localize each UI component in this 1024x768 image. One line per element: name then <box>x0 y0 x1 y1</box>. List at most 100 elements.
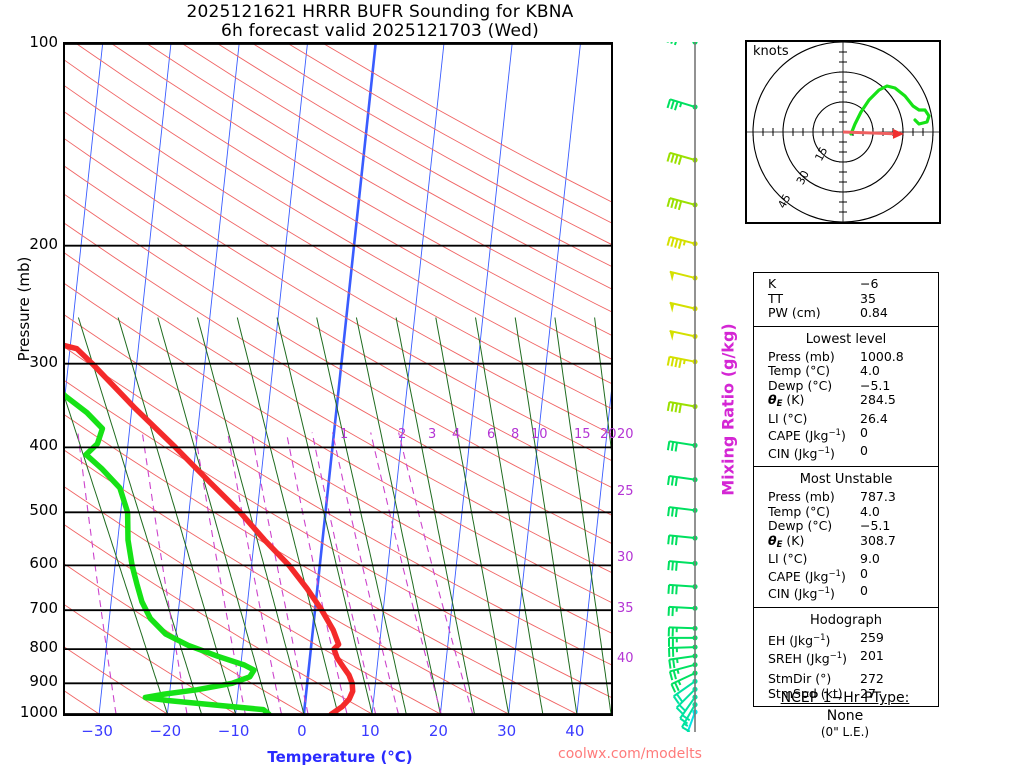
wind-barb <box>667 583 698 595</box>
stats-row: StmSpd (kt) 27 <box>754 685 938 702</box>
stats-row: Press (mb) 1000.8 <box>754 348 938 365</box>
stat-value: 1000.8 <box>860 348 904 364</box>
temperature-tick-label: −20 <box>149 722 182 740</box>
stats-row: SREH (Jkg−1) 201 <box>754 647 938 667</box>
temperature-tick-label: 40 <box>565 722 585 740</box>
pressure-tick-label: 500 <box>29 501 58 520</box>
wind-barb <box>672 678 698 705</box>
wind-barb <box>667 560 698 571</box>
wind-barb <box>668 653 698 669</box>
stat-value: 4.0 <box>860 503 880 519</box>
stats-row: θE (K) 308.7 <box>754 532 938 553</box>
stat-key: Dewp (°C) <box>768 377 833 393</box>
temperature-curve <box>65 342 356 714</box>
temperature-tick-label: 10 <box>360 722 380 740</box>
stat-value: 0.84 <box>860 305 888 320</box>
stats-row: K −6 <box>754 276 938 292</box>
height-tick-label: 40 <box>617 651 634 666</box>
stats-indices-section: K −6 TT 35 PW (cm) 0.84 <box>754 273 938 326</box>
pressure-tick-label: 700 <box>29 599 58 618</box>
stat-key: K <box>768 276 777 291</box>
wind-barb <box>667 625 698 637</box>
stats-row: Dewp (°C) −5.1 <box>754 377 938 394</box>
pressure-tick-label: 100 <box>29 33 58 51</box>
stat-value: 201 <box>860 647 884 663</box>
temperature-tick-label: 30 <box>497 722 517 740</box>
lowest-level-rows: Press (mb) 1000.8 Temp (°C) 4.0 Dewp (°C) −5.… <box>754 348 938 462</box>
stat-value: 27 <box>860 685 876 701</box>
stat-value: 35 <box>860 290 876 306</box>
temperature-tick-label: −30 <box>81 722 113 740</box>
stats-row: Press (mb) 787.3 <box>754 490 938 505</box>
stat-value: 0 <box>860 565 868 581</box>
hodograph-rows: EH (Jkg−1) 259 SREH (Jkg−1) 201 StmDir (°) 27… <box>754 631 938 701</box>
stats-hodograph-section: Hodograph EH (Jkg−1) 259 SREH (Jkg−1) 201 St… <box>754 607 938 706</box>
wind-barb <box>667 605 698 617</box>
height-tick-label: 30 <box>617 550 634 565</box>
ptype-amount: (0" L.E.) <box>820 725 870 739</box>
stat-value: 259 <box>860 630 884 646</box>
wind-barb <box>675 686 698 715</box>
pressure-tick-label: 900 <box>29 672 58 691</box>
mixing-ratio-label: 10 <box>531 427 548 442</box>
temperature-tick-label: −10 <box>217 722 250 740</box>
stats-row: θE (K) 284.5 <box>754 392 938 412</box>
stat-key: Press (mb) <box>768 348 835 364</box>
stat-value: −5.1 <box>860 518 891 534</box>
wind-barb-canvas <box>666 33 698 741</box>
stats-row: TT 35 <box>754 290 938 307</box>
stat-key: SREH (Jkg−1) <box>768 650 848 666</box>
mixing-ratio-label: 8 <box>511 427 520 442</box>
stats-row: CAPE (Jkg−1) 0 <box>754 425 938 444</box>
wind-barb <box>666 355 698 368</box>
page-subtitle: 6h forecast valid 2025121703 (Wed) <box>221 21 539 41</box>
stat-key: θE (K) <box>768 392 805 409</box>
mixing-ratio-label: 15 <box>574 427 591 442</box>
stats-row: Temp (°C) 4.0 <box>754 363 938 379</box>
mixing-ratio-label: 3 <box>428 427 437 442</box>
pressure-tick-label: 800 <box>29 638 58 657</box>
pressure-tick-label: 1000 <box>19 703 58 721</box>
stat-key: CIN (Jkg−1) <box>768 445 835 461</box>
stats-row: PW (cm) 0.84 <box>754 305 938 321</box>
stats-row: EH (Jkg−1) 259 <box>754 631 938 649</box>
skewt-diagram[interactable] <box>63 42 613 716</box>
stat-value: 9.0 <box>860 551 880 567</box>
mixing-ratio-axis-label: Mixing Ratio (g/kg) <box>718 323 738 496</box>
mixing-ratio-label: 20 <box>600 427 617 442</box>
stats-row: CIN (Jkg−1) 0 <box>754 443 938 462</box>
wind-barb <box>666 440 698 452</box>
stat-key: PW (cm) <box>768 305 821 320</box>
wind-barb <box>667 534 698 546</box>
pressure-tick-label: 600 <box>29 554 58 573</box>
wind-barb <box>669 329 698 341</box>
stat-value: 26.4 <box>860 410 888 426</box>
storm-motion-vector <box>842 130 898 136</box>
stat-key: CAPE (Jkg−1) <box>768 428 846 444</box>
hodograph-ring-label: 30 <box>794 168 812 186</box>
height-tick-label: 25 <box>617 484 634 499</box>
page-title: 2025121621 HRRR BUFR Sounding for KBNA <box>186 2 574 22</box>
stat-value: −6 <box>860 276 879 291</box>
wind-barb <box>666 98 698 111</box>
wind-barb-column[interactable] <box>645 33 715 741</box>
hodograph-ring-label: 15 <box>812 145 830 163</box>
height-tick-label: 20 <box>617 427 634 442</box>
skewt-canvas <box>65 44 611 714</box>
ptype-value: None <box>826 708 864 724</box>
stats-panel: K −6 TT 35 PW (cm) 0.84 Lowest level Pre… <box>753 272 939 708</box>
dewpoint-curve <box>65 391 272 714</box>
stats-lowest-level-section: Lowest level Press (mb) 1000.8 Temp (°C) 4.… <box>754 325 938 467</box>
stat-value: 308.7 <box>860 532 896 548</box>
watermark: coolwx.com/modelts <box>558 746 702 762</box>
stat-key: LI (°C) <box>768 551 808 567</box>
stat-key: CIN (Jkg−1) <box>768 586 835 602</box>
stat-key: LI (°C) <box>768 410 808 426</box>
ptype-title: NCEP 1−Hr PType: <box>780 690 910 706</box>
temperature-tick-label: 0 <box>297 722 307 740</box>
wind-barb <box>669 301 698 313</box>
wind-barb <box>667 475 698 487</box>
hodograph-panel[interactable]: knots 15 30 45 <box>742 31 944 233</box>
